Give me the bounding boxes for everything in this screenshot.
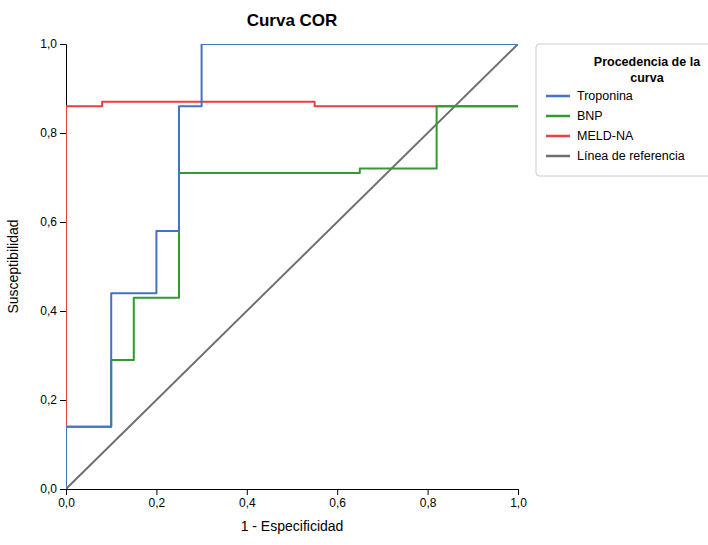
legend-item: MELD-NA bbox=[546, 129, 634, 143]
plot: 0,0 0,2 0,4 0,6 0,8 1,0 0,0 0,2 0,4 0,6 0,8 1,0 bbox=[40, 37, 527, 509]
x-axis: 0,0 0,2 0,4 0,6 0,8 1,0 bbox=[58, 489, 527, 510]
legend-swatch bbox=[546, 155, 570, 158]
tick-label: 0,2 bbox=[149, 496, 166, 510]
legend-title: Procedencia de lacurva bbox=[594, 55, 701, 85]
axis-line bbox=[67, 490, 519, 496]
tick-mark bbox=[518, 489, 519, 495]
tick-mark bbox=[60, 222, 66, 223]
legend-swatch bbox=[546, 115, 570, 118]
tick-mark bbox=[60, 44, 66, 45]
tick-mark bbox=[428, 489, 429, 495]
tick-label: 0,8 bbox=[40, 126, 57, 140]
y-axis-title: Susceptibilidad bbox=[5, 219, 21, 313]
tick-mark bbox=[60, 133, 66, 134]
tick-label: 0,0 bbox=[40, 482, 57, 496]
tick-mark bbox=[60, 400, 66, 401]
tick: 0,8 bbox=[420, 489, 437, 510]
legend-frame bbox=[536, 44, 708, 176]
tick: 0,6 bbox=[329, 489, 346, 510]
series-line bbox=[66, 44, 518, 489]
tick-label: 0,4 bbox=[239, 496, 256, 510]
y-axis: 0,0 0,2 0,4 0,6 0,8 1,0 bbox=[40, 37, 66, 496]
tick-mark bbox=[60, 489, 66, 490]
legend-label: MELD-NA bbox=[577, 129, 634, 143]
lines bbox=[66, 44, 518, 489]
tick-mark bbox=[156, 489, 157, 495]
legend-item: BNP bbox=[546, 109, 603, 123]
chart: 0,0 0,2 0,4 0,6 0,8 1,0 0,0 0,2 0,4 0,6 0,8 1,0 Curv… bbox=[0, 0, 708, 545]
tick: 0,6 bbox=[40, 215, 66, 229]
axis-line bbox=[60, 45, 67, 490]
tick-label: 1,0 bbox=[510, 496, 527, 510]
legend-label: Troponina bbox=[577, 89, 633, 103]
tick-mark bbox=[60, 311, 66, 312]
legend-swatch bbox=[546, 95, 570, 98]
legend-item: Troponina bbox=[546, 89, 633, 103]
tick: 0,0 bbox=[40, 482, 66, 496]
tick-label: 0,2 bbox=[40, 393, 57, 407]
tick: 0,4 bbox=[239, 489, 256, 510]
legend-item: Línea de referencia bbox=[546, 149, 685, 163]
series-line bbox=[66, 44, 518, 489]
series-line bbox=[66, 102, 518, 489]
legend-label: BNP bbox=[577, 109, 603, 123]
tick-label: 0,0 bbox=[58, 496, 75, 510]
legend-swatch bbox=[546, 135, 570, 138]
title: Curva COR bbox=[247, 11, 338, 30]
legend-label: Línea de referencia bbox=[577, 149, 685, 163]
tick: 0,8 bbox=[40, 126, 66, 140]
tick: 1,0 bbox=[510, 489, 527, 510]
tick-label: 0,8 bbox=[420, 496, 437, 510]
tick-label: 0,6 bbox=[329, 496, 346, 510]
tick-label: 0,6 bbox=[40, 215, 57, 229]
tick: 0,4 bbox=[40, 304, 66, 318]
tick-label: 0,4 bbox=[40, 304, 57, 318]
tick: 0,2 bbox=[40, 393, 66, 407]
tick: 0,2 bbox=[149, 489, 166, 510]
tick: 0,0 bbox=[58, 489, 75, 510]
tick-mark bbox=[337, 489, 338, 495]
tick-label: 1,0 bbox=[40, 37, 57, 51]
tick-mark bbox=[247, 489, 248, 495]
x-axis-title: 1 - Especificidad bbox=[241, 518, 344, 534]
legend: Procedencia de lacurva Troponina BNP MELD-N… bbox=[536, 44, 708, 176]
tick: 1,0 bbox=[40, 37, 66, 51]
series-line bbox=[66, 106, 518, 489]
